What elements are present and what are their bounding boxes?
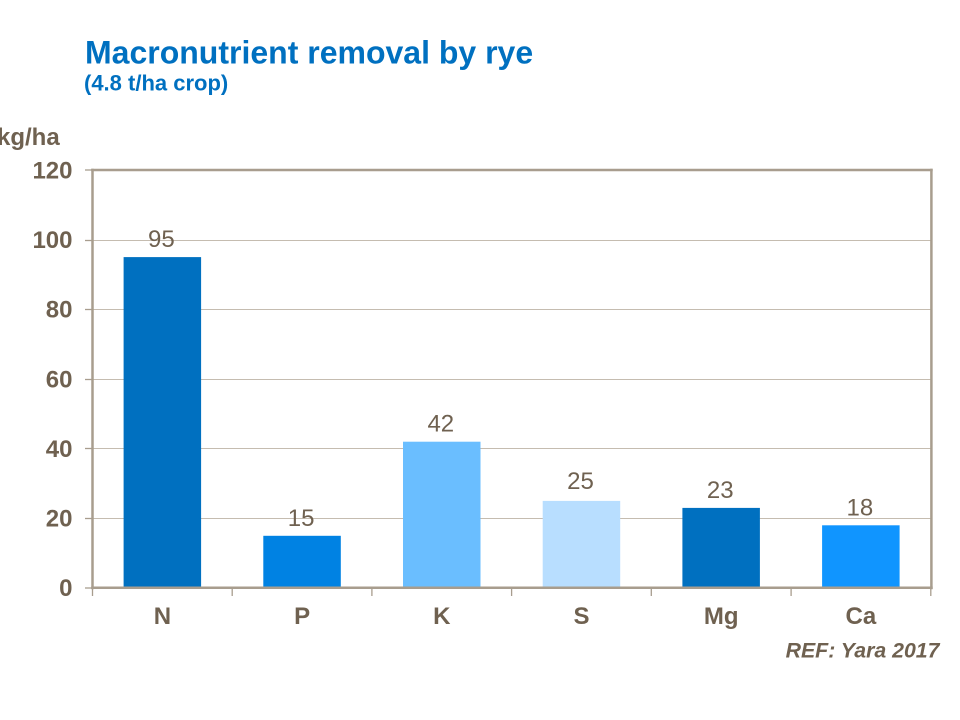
svg-text:95: 95 bbox=[148, 226, 175, 253]
svg-text:N: N bbox=[154, 603, 171, 630]
svg-text:60: 60 bbox=[46, 366, 73, 393]
svg-text:K: K bbox=[433, 603, 451, 630]
svg-text:kg/ha: kg/ha bbox=[0, 124, 60, 151]
svg-text:120: 120 bbox=[32, 158, 72, 185]
svg-text:Mg: Mg bbox=[704, 603, 739, 630]
svg-text:15: 15 bbox=[288, 505, 315, 532]
svg-text:Macronutrient removal by rye: Macronutrient removal by rye bbox=[85, 34, 533, 70]
svg-text:S: S bbox=[573, 603, 589, 630]
svg-text:23: 23 bbox=[707, 477, 734, 504]
svg-text:40: 40 bbox=[46, 436, 73, 463]
svg-text:20: 20 bbox=[46, 506, 73, 533]
svg-text:REF: Yara 2017: REF: Yara 2017 bbox=[786, 638, 941, 662]
svg-text:(4.8 t/ha crop): (4.8 t/ha crop) bbox=[84, 70, 228, 95]
svg-text:80: 80 bbox=[46, 297, 73, 324]
svg-text:25: 25 bbox=[567, 468, 594, 495]
svg-text:P: P bbox=[294, 603, 310, 630]
svg-text:100: 100 bbox=[32, 227, 72, 254]
svg-text:Ca: Ca bbox=[846, 603, 877, 630]
svg-text:0: 0 bbox=[59, 575, 72, 602]
svg-text:42: 42 bbox=[427, 411, 454, 438]
svg-text:18: 18 bbox=[847, 494, 874, 521]
